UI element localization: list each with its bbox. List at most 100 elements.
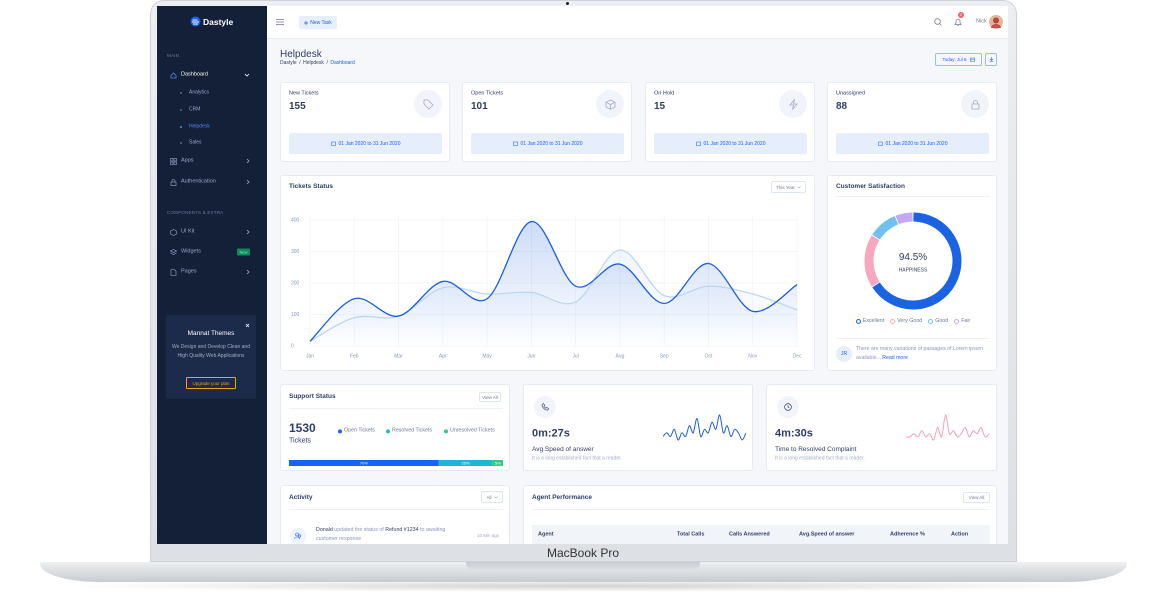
close-icon[interactable] [245,323,250,328]
kpi-card: 4m:30s Time to Resolved Complaint It is … [766,384,997,471]
brand-name[interactable]: Dastyle [203,16,234,27]
legend-swatch [386,428,390,433]
icon-circle [534,396,556,418]
submenu-item[interactable]: Sales [189,139,202,146]
caret [797,185,801,188]
menu-item[interactable]: Authentication [181,178,216,185]
user-name[interactable]: Nick [976,18,987,25]
agent-performance-card: Agent Performance View All Agent Total Ca… [523,485,997,544]
menu-item[interactable]: Widgets [181,248,201,255]
legend: Excellent Very Good Good Fair [828,318,996,325]
legend-swatch [928,319,934,325]
y-tick-label: 300 [291,249,300,255]
legend-swatch [338,428,342,433]
new-task-button[interactable]: New Task [299,16,337,29]
card-title: Customer Satisfaction [836,182,905,190]
column-header: Avg.Speed of answer [799,531,855,538]
menu-toggle[interactable] [276,19,284,25]
date-range-text: 01 Jan 2020 to 31 Jun 2020 [703,140,766,147]
bell-icon[interactable] [954,18,962,27]
y-tick-label: 200 [291,280,300,286]
x-tick-label: Jul [572,353,578,359]
divider [532,509,990,510]
user-avatar[interactable] [989,15,1003,29]
divider [836,338,990,339]
support-status-card: Support Status View All 1530 Tickets 70%… [280,384,510,471]
stat-value: 155 [289,101,306,112]
menu-item[interactable]: UI Kit [181,228,195,235]
icon-shape [971,99,979,109]
x-tick-label: Nov [748,353,757,359]
card-title: Agent Performance [532,493,592,501]
date-button[interactable]: Today: Jul 8 [935,53,982,66]
date-range: 01 Jan 2020 to 31 Jun 2020 [654,133,807,154]
view-all-button[interactable]: View All [963,492,990,503]
legend-item: Open Tickets [338,428,375,433]
submenu-item[interactable]: CRM [189,106,201,113]
filter-dropdown[interactable]: This Year [771,181,806,193]
activity-object[interactable]: Refund #1234 [385,527,419,533]
legend-label: Fair [961,318,971,324]
satisfaction-card: Customer Satisfaction 94.5% HAPPINESS Ex… [827,175,997,371]
icon-shape [695,141,701,146]
topbar: New Task 2 Nick [267,6,1008,39]
breadcrumb-item[interactable]: Dastyle [280,60,297,66]
breadcrumb-item[interactable]: Helpdesk [303,60,324,66]
read-more-link[interactable]: Read more [882,355,908,361]
submenu-item[interactable]: Analytics [189,89,210,96]
notification-badge: 2 [958,12,964,18]
promo-title: Mannat Themes [187,329,235,337]
column-header: Adherence % [890,531,925,538]
phone-icon [541,403,549,411]
stat-label: On Hold [654,90,675,97]
date-range-text: 01 Jan 2020 to 31 Jun 2020 [338,140,401,147]
view-all-button[interactable]: View All [479,392,501,402]
review-body: There are many variations of passages of… [856,346,983,361]
donut-segment [872,212,962,310]
legend-item: Good [928,318,949,325]
y-tick-label: 400 [291,217,300,223]
review-text: There are many variations of passages of… [856,345,988,363]
stat-card: On Hold 15 01 Jan 2020 to 31 Jun 2020 [645,82,815,162]
laptop-shadow [60,580,1107,592]
clock-icon [784,403,792,411]
activity-action: updated the status of [334,527,384,533]
laptop-label: MacBook Pro [546,546,620,560]
date-range-text: 01 Jan 2020 to 31 Jun 2020 [885,140,948,147]
button-label: Today: Jul 8 [942,57,967,62]
chevron [244,73,250,77]
button-label: All [486,494,492,500]
search-icon[interactable] [934,18,942,26]
bullet [180,142,182,144]
menu-icon [170,158,177,165]
menu-item[interactable]: Apps [181,157,194,164]
menu-item[interactable]: Pages [181,268,197,275]
x-tick-label: Dec [793,353,802,359]
legend-label: Open Tickets [344,427,375,434]
icon-shape [423,99,434,110]
card-title: Tickets Status [289,182,333,190]
menu-item[interactable]: Dashboard [181,71,208,78]
breadcrumb: Dastyle / Helpdesk / Dashboard [280,61,355,66]
menu-heading: MAIN [167,52,180,58]
x-tick-label: Feb [350,353,359,359]
bullet [180,92,182,94]
download-button[interactable] [985,53,997,66]
breadcrumb-separator: / [326,60,328,66]
donut-center-label: HAPPINESS [898,267,928,274]
filter-dropdown[interactable]: All [481,491,503,503]
activity-user[interactable]: Donald [316,527,333,533]
promo-button[interactable]: Upgrade your plan [186,377,236,389]
legend-label: Good [935,318,949,324]
submenu-item-active[interactable]: Helpdesk [189,123,210,130]
legend-label: Very Good [897,318,923,324]
breadcrumb-separator: / [299,60,301,66]
x-tick-label: Jun [527,353,535,359]
legend-item: Excellent [855,318,884,325]
line-chart: Jan Feb Mar Apr May Jun Jul Aug Sep Oct Nov Dec 0 100… [291,216,802,359]
column-header: Calls Answered [729,531,770,538]
button-label: New Task [310,19,332,26]
donut-center-value: 94.5% [898,252,928,263]
